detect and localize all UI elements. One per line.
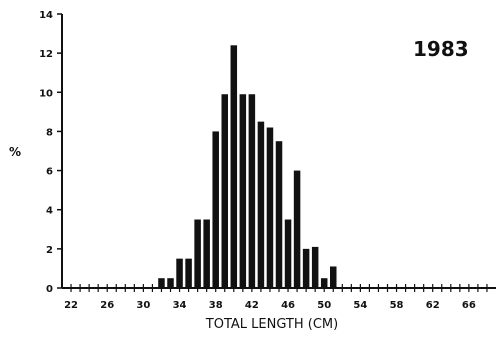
bar	[221, 94, 229, 289]
x-tick-label: 46	[281, 300, 295, 311]
bar	[320, 278, 328, 288]
x-tick-label: 54	[353, 300, 367, 311]
bar	[185, 258, 192, 288]
y-ticks: 0 2 4 6 8 10 12 14	[39, 10, 62, 295]
x-tick-label: 22	[64, 300, 78, 311]
bar	[266, 127, 274, 288]
bar	[230, 45, 238, 289]
y-tick-label: 0	[46, 284, 53, 295]
bar	[275, 141, 283, 288]
bar	[284, 219, 292, 288]
bar	[330, 266, 337, 288]
x-tick-label: 62	[426, 300, 440, 311]
x-tick-label: 66	[462, 300, 476, 311]
x-tick-label: 34	[173, 300, 187, 311]
x-axis-label: TOTAL LENGTH (CM)	[205, 317, 338, 332]
y-tick-label: 10	[39, 88, 53, 99]
bar	[239, 94, 247, 289]
bar	[194, 219, 201, 288]
x-tick-label: 26	[100, 300, 114, 311]
bar	[176, 258, 183, 288]
x-tick-label: 30	[136, 300, 150, 311]
bar	[203, 219, 210, 288]
y-tick-label: 6	[46, 167, 53, 178]
y-tick-label: 4	[46, 206, 53, 217]
x-tick-label: 42	[245, 300, 259, 311]
y-tick-label: 14	[39, 10, 53, 21]
bar	[293, 170, 301, 288]
bar	[248, 94, 256, 289]
y-tick-label: 2	[46, 245, 53, 256]
y-tick-label: 12	[39, 49, 53, 60]
bar	[257, 121, 265, 288]
x-ticks: 22 26 30 34 38 42 46 50 54 58 62 66	[64, 284, 488, 311]
x-tick-label: 38	[209, 300, 223, 311]
bar	[302, 248, 310, 288]
x-tick-label: 58	[390, 300, 404, 311]
bar	[167, 278, 174, 288]
bar	[158, 278, 165, 288]
bar	[212, 131, 219, 288]
chart-title: 1983	[413, 37, 469, 61]
bar	[311, 246, 319, 288]
x-tick-label: 50	[317, 300, 331, 311]
y-axis-label: %	[9, 145, 21, 159]
y-tick-label: 8	[46, 127, 53, 138]
bars	[158, 45, 337, 289]
